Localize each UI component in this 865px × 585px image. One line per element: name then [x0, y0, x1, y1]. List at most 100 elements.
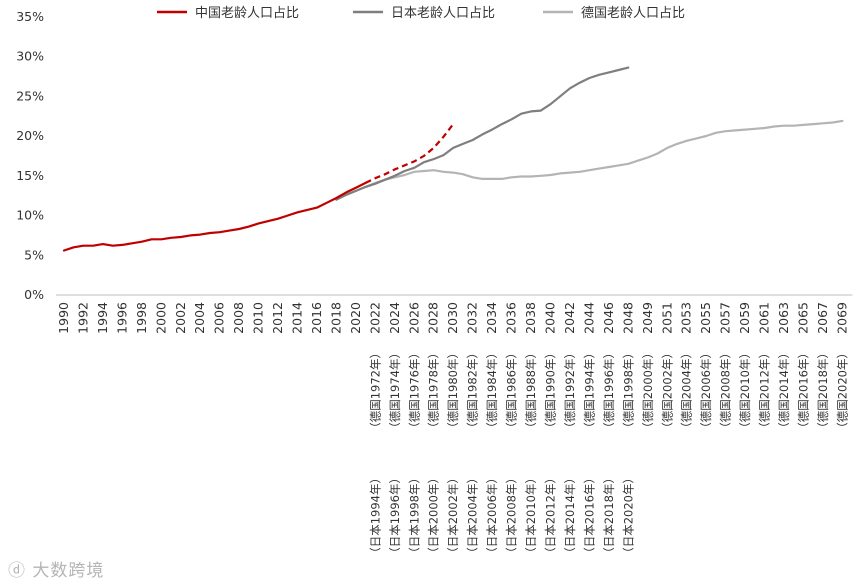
x-tick-label: 1990 — [56, 302, 71, 334]
x-tick-label: 1992 — [75, 302, 90, 334]
x-tick-label: 2036 — [504, 302, 519, 334]
annotation-germany: （德国2006年） — [699, 347, 713, 434]
x-tick-label: 2038 — [523, 302, 538, 334]
annotation-germany: （德国2010年） — [738, 347, 752, 434]
x-tick-label: 2048 — [620, 302, 635, 334]
annotation-germany: （德国2000年） — [641, 347, 655, 434]
annotation-japan: （日本2004年） — [466, 472, 480, 559]
y-tick-label: 5% — [24, 247, 44, 262]
x-tick-label: 2034 — [484, 302, 499, 334]
x-tick-label: 2022 — [367, 302, 382, 334]
annotations: （德国1972年） （德国1974年） （德国1976年） （德国1978年） （德国1… — [368, 347, 849, 559]
x-tick-label: 2004 — [192, 302, 207, 334]
annotation-japan: （日本2018年） — [602, 472, 616, 559]
annotation-germany: （德国1976年） — [407, 347, 421, 434]
x-tick-label: 2040 — [543, 302, 558, 334]
x-tick-label: 2028 — [426, 302, 441, 334]
annotation-germany: （德国2008年） — [719, 347, 733, 434]
series-line-germany — [335, 119, 844, 201]
x-tick-label: 2069 — [834, 302, 849, 334]
x-tick-label: 2046 — [601, 302, 616, 334]
y-tick-label: 35% — [16, 9, 44, 24]
annotation-japan: （日本1996年） — [388, 472, 402, 559]
x-tick-label: 2067 — [815, 302, 830, 334]
x-tick-label: 2055 — [698, 302, 713, 334]
annotation-japan: （日本2014年） — [563, 472, 577, 559]
x-tick-label: 2008 — [231, 302, 246, 334]
annotation-japan: （日本2002年） — [446, 472, 460, 559]
annotation-germany: （德国2004年） — [680, 347, 694, 434]
x-axis: 1990 1992 1994 1996 1998 2000 2002 2004 2006 2008… — [56, 302, 849, 334]
y-tick-label: 10% — [16, 208, 44, 223]
annotation-germany: （德国1992年） — [563, 347, 577, 434]
annotation-japan: （日本1998年） — [407, 472, 421, 559]
annotation-germany: （德国1984年） — [485, 347, 499, 434]
annotation-germany: （德国1978年） — [427, 347, 441, 434]
annotation-germany: （德国2020年） — [835, 347, 849, 434]
x-tick-label: 2063 — [776, 302, 791, 334]
x-tick-label: 2049 — [640, 302, 655, 334]
x-tick-label: 2014 — [290, 302, 305, 334]
annotation-japan: （日本2012年） — [544, 472, 558, 559]
legend: 中国老龄人口占比 日本老龄人口占比 德国老龄人口占比 — [157, 6, 685, 21]
x-tick-label: 2012 — [270, 302, 285, 334]
annotation-germany: （德国1980年） — [446, 347, 460, 434]
annotation-germany: （德国1982年） — [466, 347, 480, 434]
legend-label-japan: 日本老龄人口占比 — [391, 6, 495, 21]
annotation-germany: （德国2002年） — [660, 347, 674, 434]
x-tick-label: 2065 — [795, 302, 810, 334]
series-line-japan — [335, 66, 630, 201]
annotation-japan: （日本2008年） — [505, 472, 519, 559]
x-tick-label: 2006 — [212, 302, 227, 334]
y-tick-label: 20% — [16, 128, 44, 143]
x-tick-label: 1994 — [95, 302, 110, 334]
x-tick-label: 1996 — [114, 302, 129, 334]
watermark: ⓓ 大数跨境 — [8, 556, 104, 581]
watermark-text: 大数跨境 — [32, 561, 105, 581]
x-tick-label: 2018 — [328, 302, 343, 334]
annotation-germany: （德国2016年） — [796, 347, 810, 434]
x-tick-label: 2051 — [659, 302, 674, 334]
annotation-germany: （德国1998年） — [621, 347, 635, 434]
annotation-germany: （德国2014年） — [777, 347, 791, 434]
x-tick-label: 2020 — [348, 302, 363, 334]
annotation-japan: （日本2016年） — [582, 472, 596, 559]
x-tick-label: 2032 — [465, 302, 480, 334]
x-tick-label: 2026 — [406, 302, 421, 334]
x-tick-label: 2057 — [718, 302, 733, 334]
series-projection-china — [365, 123, 455, 184]
y-tick-label: 30% — [16, 49, 44, 64]
x-tick-label: 2044 — [581, 302, 596, 334]
x-tick-label: 2000 — [153, 302, 168, 334]
x-tick-label: 2061 — [757, 302, 772, 334]
x-tick-label: 2024 — [387, 302, 402, 334]
annotation-japan: （日本2010年） — [524, 472, 538, 559]
annotation-germany: （德国1988年） — [524, 347, 538, 434]
watermark-icon: ⓓ — [8, 561, 33, 581]
x-tick-label: 2053 — [679, 302, 694, 334]
annotation-germany: （德国1972年） — [368, 347, 382, 434]
y-axis: 0% 5% 10% 15% 20% 25% 30% 35% — [16, 9, 44, 302]
annotation-germany: （德国1990年） — [544, 347, 558, 434]
x-tick-label: 2002 — [173, 302, 188, 334]
x-tick-label: 2010 — [251, 302, 266, 334]
x-tick-label: 2042 — [562, 302, 577, 334]
annotation-germany: （德国2012年） — [758, 347, 772, 434]
x-tick-label: 1998 — [134, 302, 149, 334]
annotation-germany: （德国1974年） — [388, 347, 402, 434]
legend-label-china: 中国老龄人口占比 — [195, 6, 299, 21]
y-tick-label: 0% — [24, 287, 44, 302]
legend-label-germany: 德国老龄人口占比 — [581, 6, 685, 21]
series-line-china — [62, 181, 367, 252]
y-tick-label: 15% — [16, 168, 44, 183]
y-tick-label: 25% — [16, 88, 44, 103]
annotation-germany: （德国1996年） — [602, 347, 616, 434]
annotation-germany: （德国1994年） — [582, 347, 596, 434]
annotation-japan: （日本1994年） — [368, 472, 382, 559]
x-tick-label: 2059 — [737, 302, 752, 334]
x-tick-label: 2016 — [309, 302, 324, 334]
series-layer — [62, 66, 844, 252]
annotation-japan: （日本2000年） — [427, 472, 441, 559]
annotation-germany: （德国2018年） — [816, 347, 830, 434]
